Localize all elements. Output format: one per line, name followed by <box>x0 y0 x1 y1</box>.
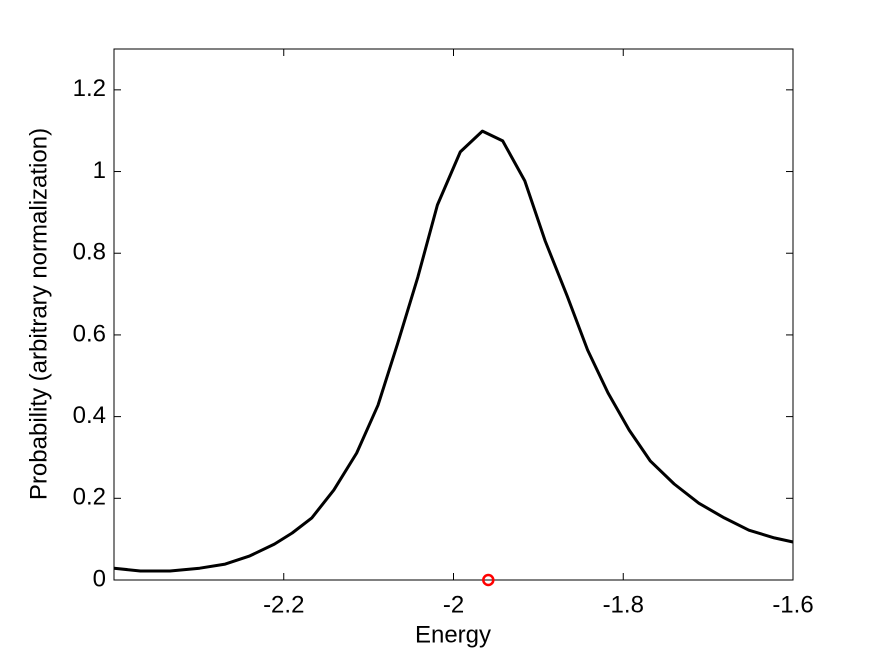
marker <box>482 573 495 587</box>
data-line <box>113 129 794 573</box>
plot-area <box>113 48 794 581</box>
y-tick-label: 0.2 <box>73 484 106 511</box>
x-tick-label: -2.2 <box>263 591 304 618</box>
x-tick-label: -2 <box>443 591 464 618</box>
x-axis-label: Energy <box>415 621 491 648</box>
y-tick-label: 0.8 <box>73 239 106 266</box>
x-tick-label: -1.8 <box>603 591 644 618</box>
y-axis-label: Probability (arbitrary normalization) <box>25 128 52 500</box>
y-tick-label: 0.4 <box>73 402 106 429</box>
y-tick-label: 0.6 <box>73 320 106 347</box>
x-tick-label: -1.6 <box>772 591 813 618</box>
y-tick-label: 1 <box>93 157 106 184</box>
y-tick-label: 1.2 <box>73 75 106 102</box>
y-tick-label: 0 <box>93 565 106 592</box>
